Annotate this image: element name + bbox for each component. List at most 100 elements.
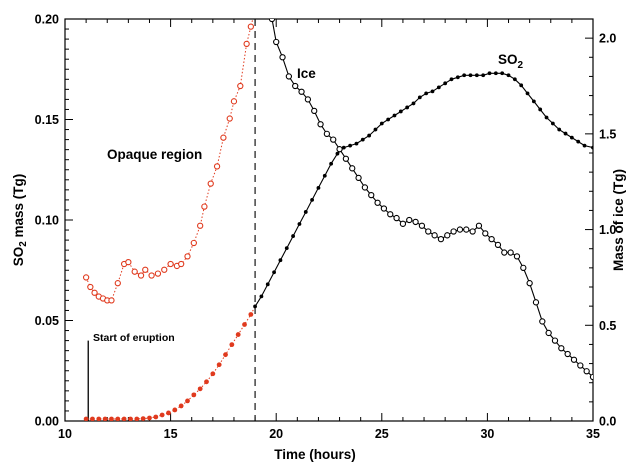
so2-opaque-point <box>134 416 140 421</box>
so2-point <box>291 234 295 238</box>
ice-point <box>317 121 324 128</box>
y-right-tick-label: 1.0 <box>599 223 616 237</box>
so2-opaque-point <box>216 362 222 368</box>
so2-point <box>354 141 359 146</box>
ice-point <box>501 249 508 256</box>
ice-opaque-point <box>243 40 250 48</box>
so2-point <box>506 73 511 78</box>
ice-point <box>292 82 299 90</box>
ice-point <box>469 228 476 235</box>
so2-point <box>519 83 524 88</box>
annotation-so2: SO2 <box>498 52 524 71</box>
ice-point <box>532 299 540 306</box>
ice-opaque-point <box>237 82 244 90</box>
x-tick-label: 25 <box>375 427 389 441</box>
ice-point <box>380 205 388 212</box>
so2-point <box>360 137 365 142</box>
ice-point <box>399 220 407 227</box>
so2-point <box>462 73 467 78</box>
so2-point <box>392 113 397 118</box>
so2-point <box>341 145 346 150</box>
ice-point <box>361 184 369 191</box>
ice-opaque-point <box>207 180 214 187</box>
y-left-tick-label: 0.20 <box>35 13 59 27</box>
ice-point <box>412 218 419 226</box>
so2-opaque-point <box>147 415 152 421</box>
ice-opaque-point <box>131 268 138 275</box>
ice-opaque-point <box>247 23 255 30</box>
ice-point <box>551 337 559 344</box>
ice-point <box>570 356 578 363</box>
so2-point <box>405 105 410 110</box>
so2-point <box>538 107 543 112</box>
ice-point <box>425 228 432 235</box>
so2-point <box>487 71 492 76</box>
ice-opaque-point <box>125 258 132 266</box>
ice-point <box>583 368 590 375</box>
ice-opaque-point <box>178 260 185 268</box>
ice-opaque-point <box>190 239 197 247</box>
so2-opaque-point <box>83 416 89 421</box>
ice-opaque-point <box>91 289 98 296</box>
ice-point <box>564 350 571 358</box>
so2-point <box>544 115 549 120</box>
ice-point <box>463 226 470 233</box>
so2-point <box>525 91 530 96</box>
so2-point <box>591 145 593 150</box>
so2-point <box>253 304 257 309</box>
y-left-tick-label: 0.05 <box>35 314 59 328</box>
so2-opaque-line <box>86 306 256 420</box>
ice-opaque-point <box>154 270 162 277</box>
so2-opaque-point <box>96 416 102 421</box>
ice-point <box>482 230 489 237</box>
so2-point <box>557 127 562 132</box>
so2-point <box>335 151 340 156</box>
ice-point <box>577 362 584 369</box>
tick-labels: 10 15 20 25 30 35 0.00 0.05 0.10 0.15 0.20 0.0 0.5 1.… <box>35 13 617 442</box>
so2-point <box>272 270 276 275</box>
y-left-axis-title: SO2 mass (Tg) <box>11 174 29 267</box>
so2-opaque-point <box>102 416 108 421</box>
so2-point <box>411 101 416 106</box>
y-right-tick-label: 2.0 <box>599 32 616 46</box>
so2-opaque-point <box>109 416 114 421</box>
ice-point <box>545 329 552 337</box>
so2-point <box>316 185 321 190</box>
ice-point <box>349 165 356 172</box>
ice-point <box>456 226 464 233</box>
x-tick-label: 10 <box>58 427 72 441</box>
ice-point <box>268 19 276 23</box>
x-tick-label: 35 <box>586 427 600 441</box>
y-right-tick-label: 1.5 <box>599 127 616 141</box>
ice-point <box>279 54 286 61</box>
ice-opaque-point <box>82 274 90 281</box>
ice-point <box>393 214 400 222</box>
so2-opaque-point <box>242 322 247 327</box>
so2-point <box>443 81 448 86</box>
so2-point <box>455 75 460 80</box>
ice-point <box>507 249 514 256</box>
so2-point <box>297 222 302 226</box>
y-right-tick-label: 0.0 <box>599 415 616 429</box>
y-left-tick-label: 0.15 <box>35 113 59 127</box>
ice-opaque-point <box>114 280 121 287</box>
ice-point <box>387 211 394 218</box>
so2-point <box>424 91 429 96</box>
ice-opaque-point <box>226 115 233 122</box>
so2-opaque-point <box>166 410 171 416</box>
so2-opaque-point <box>90 416 95 421</box>
ice-opaque-point <box>87 283 94 291</box>
so2-point <box>310 198 315 202</box>
ice-point <box>431 232 438 239</box>
so2-opaque-point <box>153 414 159 420</box>
clipped-marks <box>82 19 593 421</box>
so2-opaque-point <box>223 352 228 358</box>
ice-opaque-point <box>197 222 204 229</box>
annotation-start-of-eruption: Start of eruption <box>93 332 175 344</box>
ice-opaque-point <box>184 253 191 260</box>
annotation-ice: Ice <box>297 66 316 81</box>
so2-opaque-point <box>172 407 178 413</box>
annotation-opaque-region: Opaque region <box>107 147 202 162</box>
so2-line <box>254 72 593 307</box>
so2-point <box>436 85 441 90</box>
